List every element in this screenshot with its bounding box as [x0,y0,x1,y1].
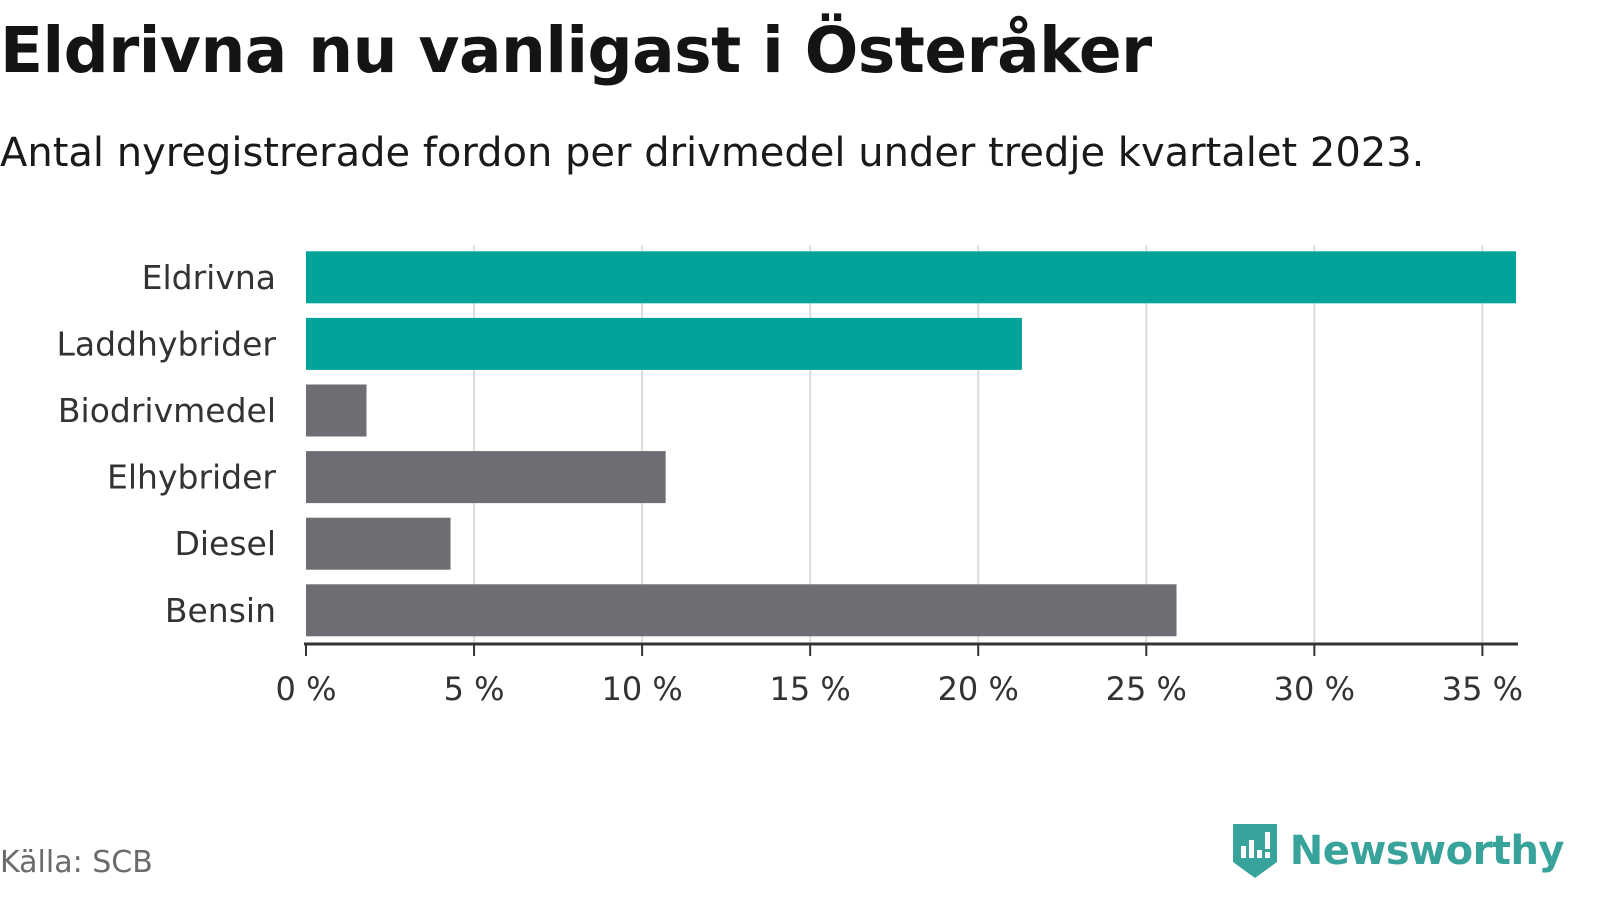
category-label: Bensin [165,591,276,630]
x-tick-label: 15 % [770,670,851,708]
x-tick-label: 25 % [1106,670,1187,708]
x-axis: 0 % 5 % 10 % 15 % 20 % 25 % 30 % 35 % [276,642,1523,708]
brand-logo: Newsworthy [1230,822,1565,880]
category-label: Elhybrider [107,458,276,497]
gridlines [473,245,1484,644]
bar [306,251,1516,304]
category-label: Eldrivna [142,258,276,297]
category-label: Biodrivmedel [58,391,276,430]
x-tick-label: 20 % [938,670,1019,708]
newsworthy-logo-icon [1232,824,1277,878]
chart-title: Eldrivna nu vanligast i Österåker [0,14,1152,87]
bar [306,517,451,570]
bar [306,384,367,437]
source-note: Källa: SCB [0,845,153,880]
bar-chart: Eldrivna Laddhybrider Biodrivmedel Elhybrid… [57,245,1523,708]
x-tick-label: 5 % [444,670,505,708]
x-tick-label: 35 % [1442,670,1523,708]
x-tick-label: 0 % [276,670,337,708]
category-label: Diesel [174,524,276,563]
category-label: Laddhybrider [57,324,277,363]
category-labels: Eldrivna Laddhybrider Biodrivmedel Elhybrid… [57,258,277,630]
x-tick-label: 30 % [1274,670,1355,708]
bars [306,251,1516,637]
bar [306,451,666,504]
x-tick-label: 10 % [601,670,682,708]
bar [306,584,1177,637]
bar [306,317,1022,370]
chart-subtitle: Antal nyregistrerade fordon per drivmede… [0,130,1425,176]
brand-name: Newsworthy [1289,828,1565,874]
